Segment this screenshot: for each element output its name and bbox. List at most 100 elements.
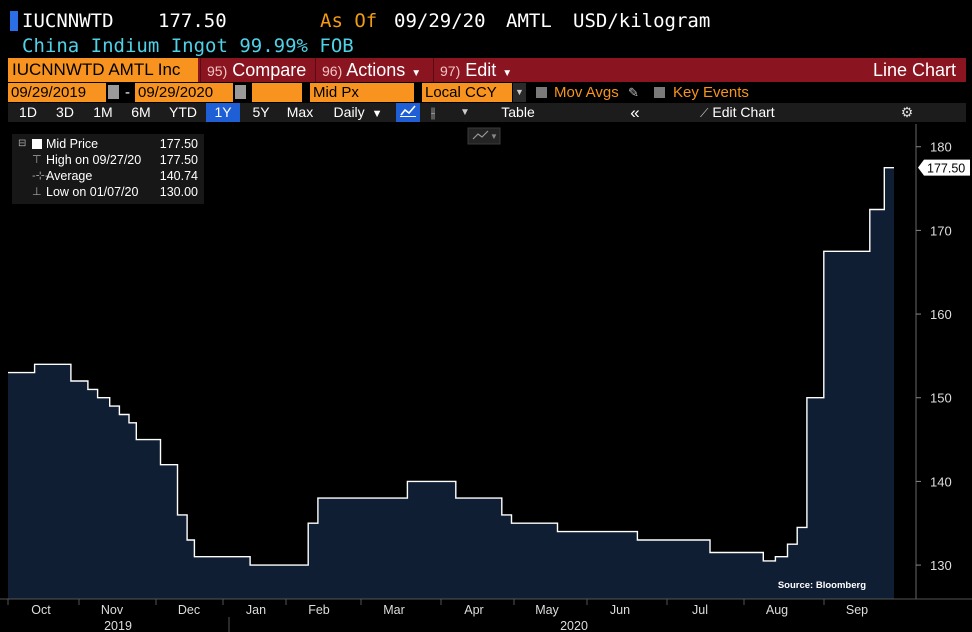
chart-type-toggle-icon	[472, 130, 489, 140]
x-tick-label: Mar	[383, 603, 405, 617]
y-axis: 130 140 150 160 170 180 177.50	[916, 140, 970, 573]
x-tick-label: Dec	[178, 603, 200, 617]
y-tick-label: 160	[930, 307, 952, 322]
legend-avg-value: 140.74	[159, 169, 198, 183]
y-tick-label: 150	[930, 391, 952, 406]
mid-price-swatch[interactable]	[32, 139, 42, 149]
range-1d[interactable]: 1D	[19, 104, 37, 120]
chevron-down-icon: ▼	[502, 68, 513, 79]
security-header: IUCNNWTD 177.50 As Of 09/29/20 AMTL USD/…	[0, 8, 972, 32]
x-tick-label: Jul	[692, 603, 708, 617]
calendar-icon[interactable]	[108, 85, 119, 99]
y-tick-label: 130	[930, 558, 952, 573]
pricing-source: AMTL	[506, 10, 552, 32]
actions-menu-label: Actions	[346, 60, 406, 80]
x-tick-label: Feb	[308, 603, 330, 617]
legend-mid-value: 177.50	[159, 137, 198, 151]
x-tick-label: Apr	[464, 603, 483, 617]
last-price: 177.50	[158, 10, 227, 32]
legend-low-label: Low on 01/07/20	[46, 185, 139, 199]
calendar-icon[interactable]	[235, 85, 246, 99]
line-chart-icon[interactable]	[396, 103, 420, 122]
frequency-label: Daily	[333, 104, 365, 120]
edit-menu-number: 97)	[440, 63, 461, 79]
range-1m[interactable]: 1M	[93, 104, 113, 120]
edit-chart-label: Edit Chart	[712, 104, 775, 120]
price-chart[interactable]: 130 140 150 160 170 180 177.50 Oct Nov Dec Jan Feb…	[0, 124, 972, 632]
security-description: China Indium Ingot 99.99% FOB	[22, 35, 354, 57]
x-tick-label: Oct	[31, 603, 51, 617]
table-button[interactable]: Table	[501, 104, 535, 120]
date-range-separator: -	[125, 84, 130, 101]
chart-type-toggle-caret: ▼	[490, 132, 498, 141]
x-year-label: 2019	[104, 619, 132, 632]
y-tick-label: 180	[930, 140, 952, 155]
chevron-down-icon[interactable]: ▼	[513, 83, 526, 102]
legend-row-high: ⊤ High on 09/27/20 177.50	[12, 152, 204, 168]
chevron-down-icon[interactable]: ▼	[460, 107, 470, 118]
legend-row-average: -⊹- Average 140.74	[12, 168, 204, 184]
last-value-label: 177.50	[927, 162, 965, 176]
key-events-label: Key Events	[673, 84, 749, 101]
mov-avgs-checkbox[interactable]	[536, 87, 547, 98]
collapse-double-chevron-icon[interactable]: «	[630, 103, 640, 122]
high-marker-icon: ⊤	[32, 154, 42, 166]
source-note: Source: Bloomberg	[778, 580, 866, 591]
header-marker	[10, 11, 18, 31]
legend-row-mid: ⊟ Mid Price 177.50	[12, 136, 204, 152]
price-unit: USD/kilogram	[573, 10, 711, 32]
edit-menu[interactable]: 97) Edit ▼	[433, 58, 524, 82]
chart-type-toggle[interactable]	[467, 127, 501, 145]
legend-high-label: High on 09/27/20	[46, 153, 142, 167]
price-area	[8, 167, 894, 599]
x-tick-label: May	[535, 603, 559, 617]
legend-mid-label: Mid Price	[46, 137, 99, 151]
ticker: IUCNNWTD	[22, 10, 114, 32]
x-tick-label: Jan	[246, 603, 266, 617]
x-axis: Oct Nov Dec Jan Feb Mar Apr May Jun Jul Aug Sep 2019…	[0, 598, 972, 632]
as-of-label: As Of	[320, 10, 378, 32]
currency-selector[interactable]: Local CCY	[422, 83, 512, 102]
actions-menu[interactable]: 96) Actions ▼	[315, 58, 433, 82]
start-date-field[interactable]: 09/29/2019	[8, 83, 106, 102]
edit-chart-button[interactable]: ⟋ Edit Chart	[700, 103, 800, 122]
gear-icon[interactable]: ⚙	[900, 104, 914, 120]
frequency-dropdown[interactable]: Daily ▼	[322, 103, 394, 122]
collapse-icon[interactable]: ⊟	[18, 138, 27, 149]
range-max[interactable]: Max	[286, 104, 314, 120]
pencil-icon[interactable]: ✎	[628, 85, 639, 100]
edit-chart-icon: ⟋	[700, 106, 709, 120]
x-tick-label: Sep	[846, 603, 868, 617]
range-ytd[interactable]: YTD	[169, 104, 197, 120]
chart-legend: ⊟ Mid Price 177.50 ⊤ High on 09/27/20 17…	[12, 134, 204, 204]
compare-menu-number: 95)	[207, 63, 228, 79]
chart-type-label[interactable]: Line Chart	[872, 60, 956, 80]
x-tick-label: Nov	[101, 603, 124, 617]
edit-menu-label: Edit	[465, 60, 497, 80]
legend-row-low: ⊥ Low on 01/07/20 130.00	[12, 184, 204, 200]
mov-avgs-label: Mov Avgs	[554, 84, 619, 101]
field-selector[interactable]: Mid Px	[310, 83, 414, 102]
chevron-down-icon: ▼	[411, 68, 422, 79]
average-marker-icon: -⊹-	[32, 170, 49, 182]
security-field[interactable]: IUCNNWTD AMTL Inc	[8, 58, 198, 82]
range-3d[interactable]: 3D	[56, 104, 74, 120]
range-6m[interactable]: 6M	[131, 104, 151, 120]
key-events-checkbox[interactable]	[654, 87, 665, 98]
x-year-label: 2020	[560, 619, 588, 632]
main-toolbar: IUCNNWTD AMTL Inc 95) Compare 96) Action…	[8, 58, 966, 82]
range-1y[interactable]: 1Y	[206, 103, 240, 122]
blank-field[interactable]	[252, 83, 302, 102]
ohlc-chart-icon[interactable]: ⫲	[430, 104, 436, 120]
legend-avg-label: Average	[46, 169, 93, 183]
y-tick-label: 140	[930, 474, 952, 489]
y-tick-label: 170	[930, 223, 952, 238]
actions-menu-number: 96)	[322, 63, 343, 79]
end-date-field[interactable]: 09/29/2020	[135, 83, 233, 102]
price-line	[8, 167, 894, 566]
x-tick-label: Aug	[766, 603, 788, 617]
legend-high-value: 177.50	[159, 153, 198, 167]
legend-low-value: 130.00	[159, 185, 198, 199]
range-5y[interactable]: 5Y	[252, 104, 270, 120]
compare-menu[interactable]: 95) Compare	[200, 58, 315, 82]
